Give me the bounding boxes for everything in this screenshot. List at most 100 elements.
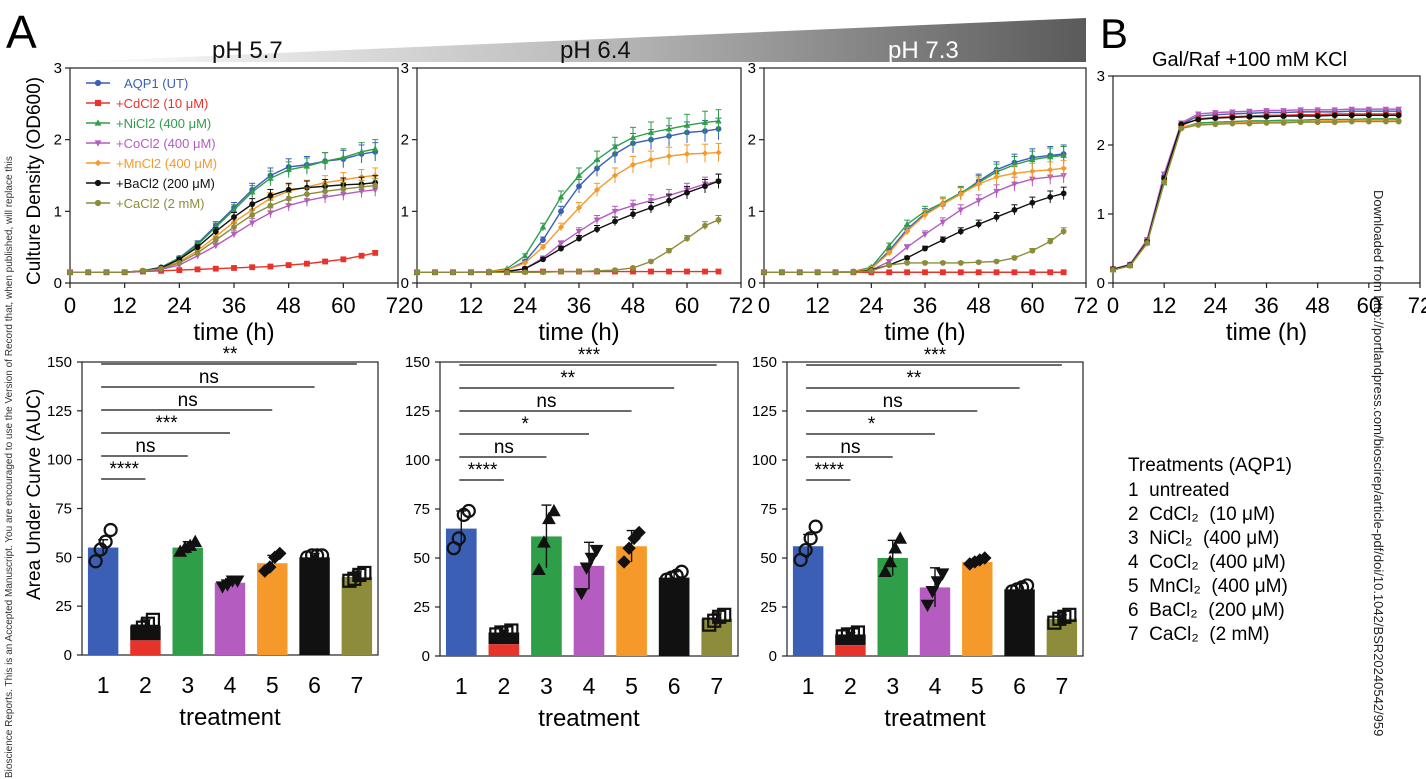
data-point	[139, 267, 146, 274]
data-point	[1263, 120, 1270, 126]
data-point	[249, 201, 256, 208]
data-point	[557, 241, 565, 248]
data-point	[1246, 120, 1253, 127]
data-point	[1280, 113, 1287, 119]
data-point	[993, 173, 1000, 181]
series-5	[761, 186, 1067, 276]
data-point	[778, 269, 785, 276]
data-point	[1395, 118, 1402, 125]
data-point	[358, 252, 365, 259]
replicate-point	[451, 531, 466, 546]
data-point	[358, 148, 365, 155]
series-0	[414, 117, 722, 276]
replicate-point	[935, 568, 950, 581]
data-point	[868, 267, 875, 274]
bar	[257, 563, 288, 655]
x-axis-title: treatment	[179, 704, 281, 731]
data-point	[212, 228, 219, 235]
data-point	[761, 269, 767, 276]
y-tick-label: 100	[752, 452, 777, 469]
x-tick-label: 24	[167, 293, 191, 318]
replicate-point	[574, 587, 589, 601]
series-4	[413, 142, 722, 276]
replicate-point	[888, 541, 903, 554]
data-point	[1046, 153, 1054, 160]
series-line	[417, 151, 719, 273]
data-point	[249, 264, 256, 271]
data-point	[194, 244, 201, 251]
bar	[87, 547, 119, 655]
bar	[172, 547, 203, 655]
data-point	[576, 183, 582, 190]
x-tick-label: 0	[1107, 293, 1119, 318]
significance-label: ns	[840, 437, 860, 458]
series-1	[67, 250, 379, 276]
data-point	[939, 219, 947, 226]
data-point	[594, 226, 600, 233]
x-tick-label: 3	[540, 673, 553, 699]
data-point	[683, 150, 691, 158]
data-point	[557, 193, 565, 200]
data-point	[540, 237, 546, 243]
data-point	[1047, 166, 1054, 173]
legend-label: +CaCl2 (2 mM)	[116, 196, 205, 211]
series-2	[66, 139, 379, 275]
replicate-point	[98, 534, 113, 549]
data-point	[558, 268, 564, 275]
bar	[701, 618, 733, 656]
x-tick-label: 48	[621, 293, 645, 318]
series-1	[1110, 111, 1402, 273]
data-point	[249, 212, 256, 218]
data-point	[1212, 121, 1219, 128]
data-point	[212, 265, 219, 272]
data-point	[1297, 119, 1304, 126]
data-point	[593, 186, 601, 193]
data-point	[340, 154, 347, 161]
data-point	[832, 269, 839, 276]
data-point	[1212, 115, 1219, 121]
x-tick-label: 4	[929, 673, 942, 699]
x-tick-label: 6	[668, 673, 681, 699]
data-point	[903, 244, 911, 251]
series-line	[1112, 110, 1399, 270]
y-tick-label: 1	[401, 203, 409, 220]
growth-y-axis-title: Culture Density (OD600)	[24, 77, 45, 285]
x-tick-label: 4	[583, 673, 596, 699]
replicate-point	[893, 531, 908, 544]
data-point	[372, 182, 379, 189]
data-point	[285, 186, 292, 193]
data-point	[904, 228, 911, 235]
replicate-point	[632, 525, 646, 540]
treatment-item-3: 3 NiCl₂ (400 μM)	[1128, 528, 1279, 549]
x-tick-label: 24	[1203, 293, 1227, 318]
treatment-item-1: 1 untreated	[1128, 480, 1229, 501]
replicate-point	[925, 586, 940, 599]
data-point	[558, 208, 564, 215]
data-point	[975, 259, 982, 266]
replicate-point	[1062, 607, 1077, 622]
data-point	[715, 268, 722, 275]
x-axis-title: time (h)	[193, 319, 274, 346]
data-point	[715, 178, 722, 185]
data-point	[1314, 119, 1321, 126]
data-point	[267, 202, 274, 209]
data-point	[904, 269, 911, 276]
x-axis-title: treatment	[538, 705, 640, 732]
data-point	[665, 125, 673, 132]
x-tick-label: 36	[222, 293, 246, 318]
series-4	[760, 159, 1067, 276]
replicate-point	[930, 576, 945, 589]
treatment-item-2: 2 CdCl₂ (10 μM)	[1128, 504, 1275, 525]
data-point	[612, 218, 618, 225]
data-point	[993, 258, 1000, 265]
data-point	[715, 117, 722, 124]
replicate-point	[88, 554, 103, 569]
data-point	[1029, 269, 1036, 276]
data-point	[303, 260, 310, 267]
significance-label: ***	[155, 413, 178, 434]
legend-marker	[94, 79, 102, 87]
bar	[341, 576, 373, 655]
